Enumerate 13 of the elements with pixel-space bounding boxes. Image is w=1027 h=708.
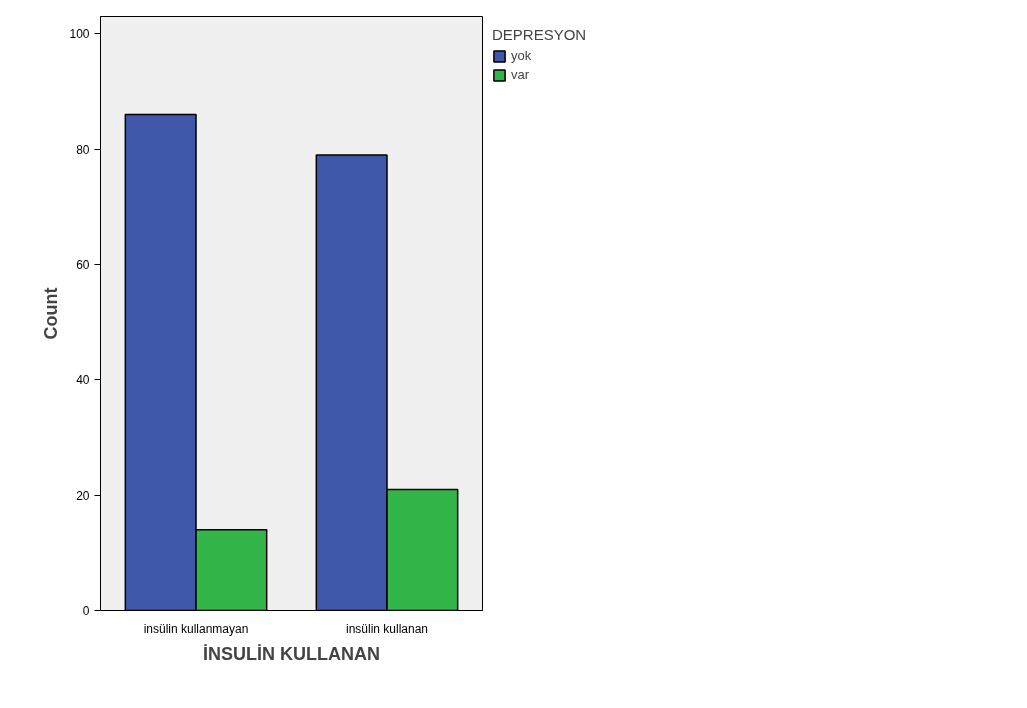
y-tick-label: 100 [69, 27, 90, 42]
legend-label: var [511, 67, 531, 82]
x-axis-title: İNSULİN KULLANAN [203, 643, 381, 664]
x-tick-label: insülin kullanan [345, 621, 429, 636]
y-tick-label: 20 [76, 488, 90, 503]
y-axis-title: Count [41, 287, 62, 340]
y-tick-label: 80 [76, 142, 90, 157]
x-tick-label: insülin kullanmayan [143, 621, 249, 636]
y-tick-label: 40 [76, 373, 90, 388]
legend-title: DEPRESYON [492, 26, 587, 43]
y-tick-label: 60 [76, 257, 90, 272]
y-tick-label: 0 [82, 604, 90, 618]
legend-label: yok [511, 48, 532, 63]
